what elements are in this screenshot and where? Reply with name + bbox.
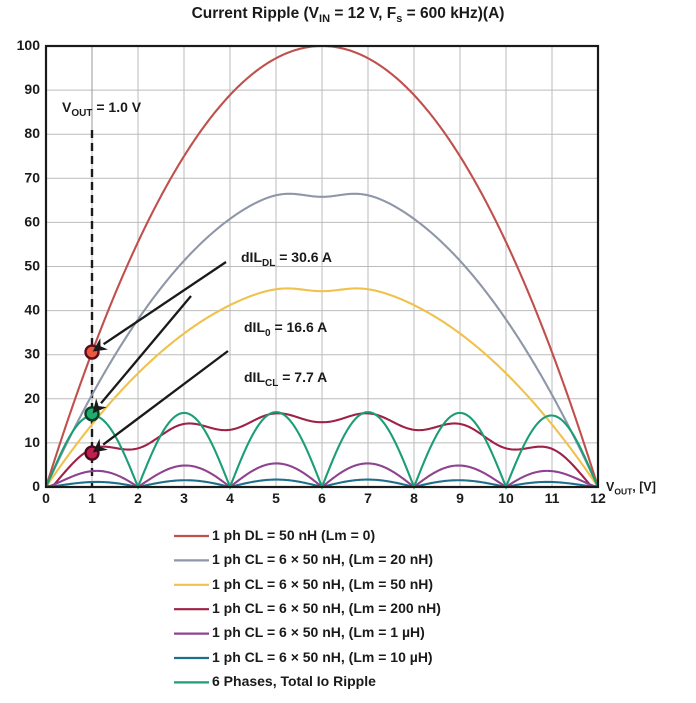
- svg-text:0: 0: [42, 490, 50, 506]
- svg-text:0: 0: [32, 478, 40, 494]
- svg-text:100: 100: [17, 37, 41, 53]
- svg-text:3: 3: [180, 490, 188, 506]
- svg-text:12: 12: [590, 490, 606, 506]
- svg-text:11: 11: [545, 490, 560, 506]
- svg-text:1: 1: [88, 490, 96, 506]
- svg-text:60: 60: [24, 213, 40, 229]
- svg-text:30: 30: [24, 346, 40, 362]
- svg-text:40: 40: [24, 302, 40, 318]
- svg-text:20: 20: [24, 390, 40, 406]
- svg-text:8: 8: [410, 490, 418, 506]
- svg-text:70: 70: [24, 169, 40, 185]
- svg-text:2: 2: [134, 490, 142, 506]
- svg-text:7: 7: [364, 490, 372, 506]
- svg-text:50: 50: [24, 258, 40, 274]
- svg-text:10: 10: [498, 490, 514, 506]
- svg-text:9: 9: [456, 490, 464, 506]
- svg-text:6: 6: [318, 490, 326, 506]
- svg-text:10: 10: [24, 434, 40, 450]
- svg-text:90: 90: [24, 81, 40, 97]
- svg-text:4: 4: [226, 490, 234, 506]
- svg-text:80: 80: [24, 125, 40, 141]
- svg-text:5: 5: [272, 490, 280, 506]
